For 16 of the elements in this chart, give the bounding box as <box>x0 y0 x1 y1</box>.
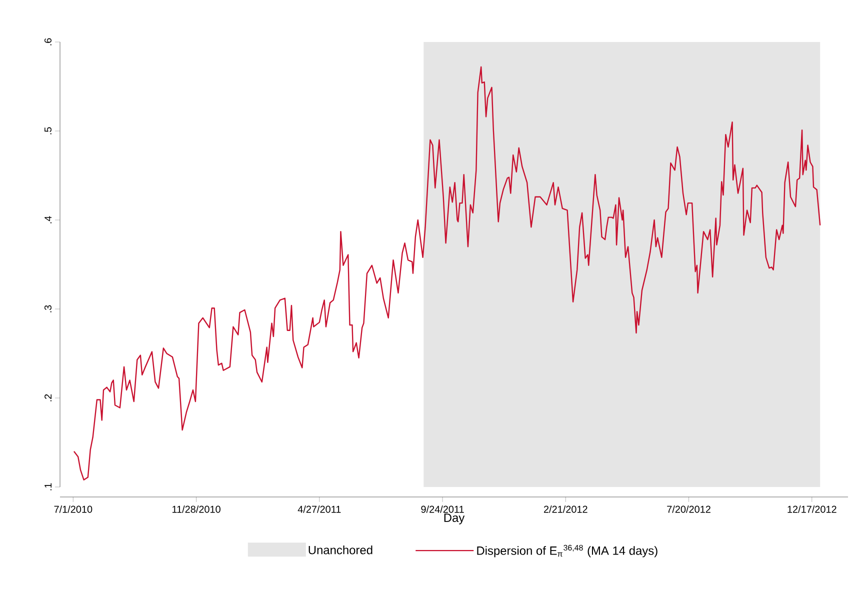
x-tick-label: 4/27/2011 <box>298 506 341 513</box>
y-tick-label: .3 <box>44 305 52 312</box>
legend-label: Dispersion of E$_{π}$$^{36,48}$ (MA 14 days) <box>477 544 658 558</box>
x-axis-title: Day <box>444 514 465 524</box>
y-tick-label: .2 <box>44 394 52 402</box>
x-tick-label: 7/20/2012 <box>667 506 710 513</box>
x-tick-label: 2/21/2012 <box>544 506 588 513</box>
legend-label: Unanchored <box>308 546 372 554</box>
x-tick-label: 12/17/2012 <box>788 506 836 513</box>
y-tick-label: .4 <box>44 216 52 224</box>
y-tick-label: .1 <box>44 483 52 490</box>
y-tick-label: .6 <box>44 38 52 46</box>
x-tick-label: 7/1/2010 <box>54 506 92 513</box>
x-tick-label: 9/24/2011 <box>421 506 464 513</box>
x-tick-label: 11/28/2010 <box>172 506 220 513</box>
y-tick-label: .5 <box>44 127 52 134</box>
